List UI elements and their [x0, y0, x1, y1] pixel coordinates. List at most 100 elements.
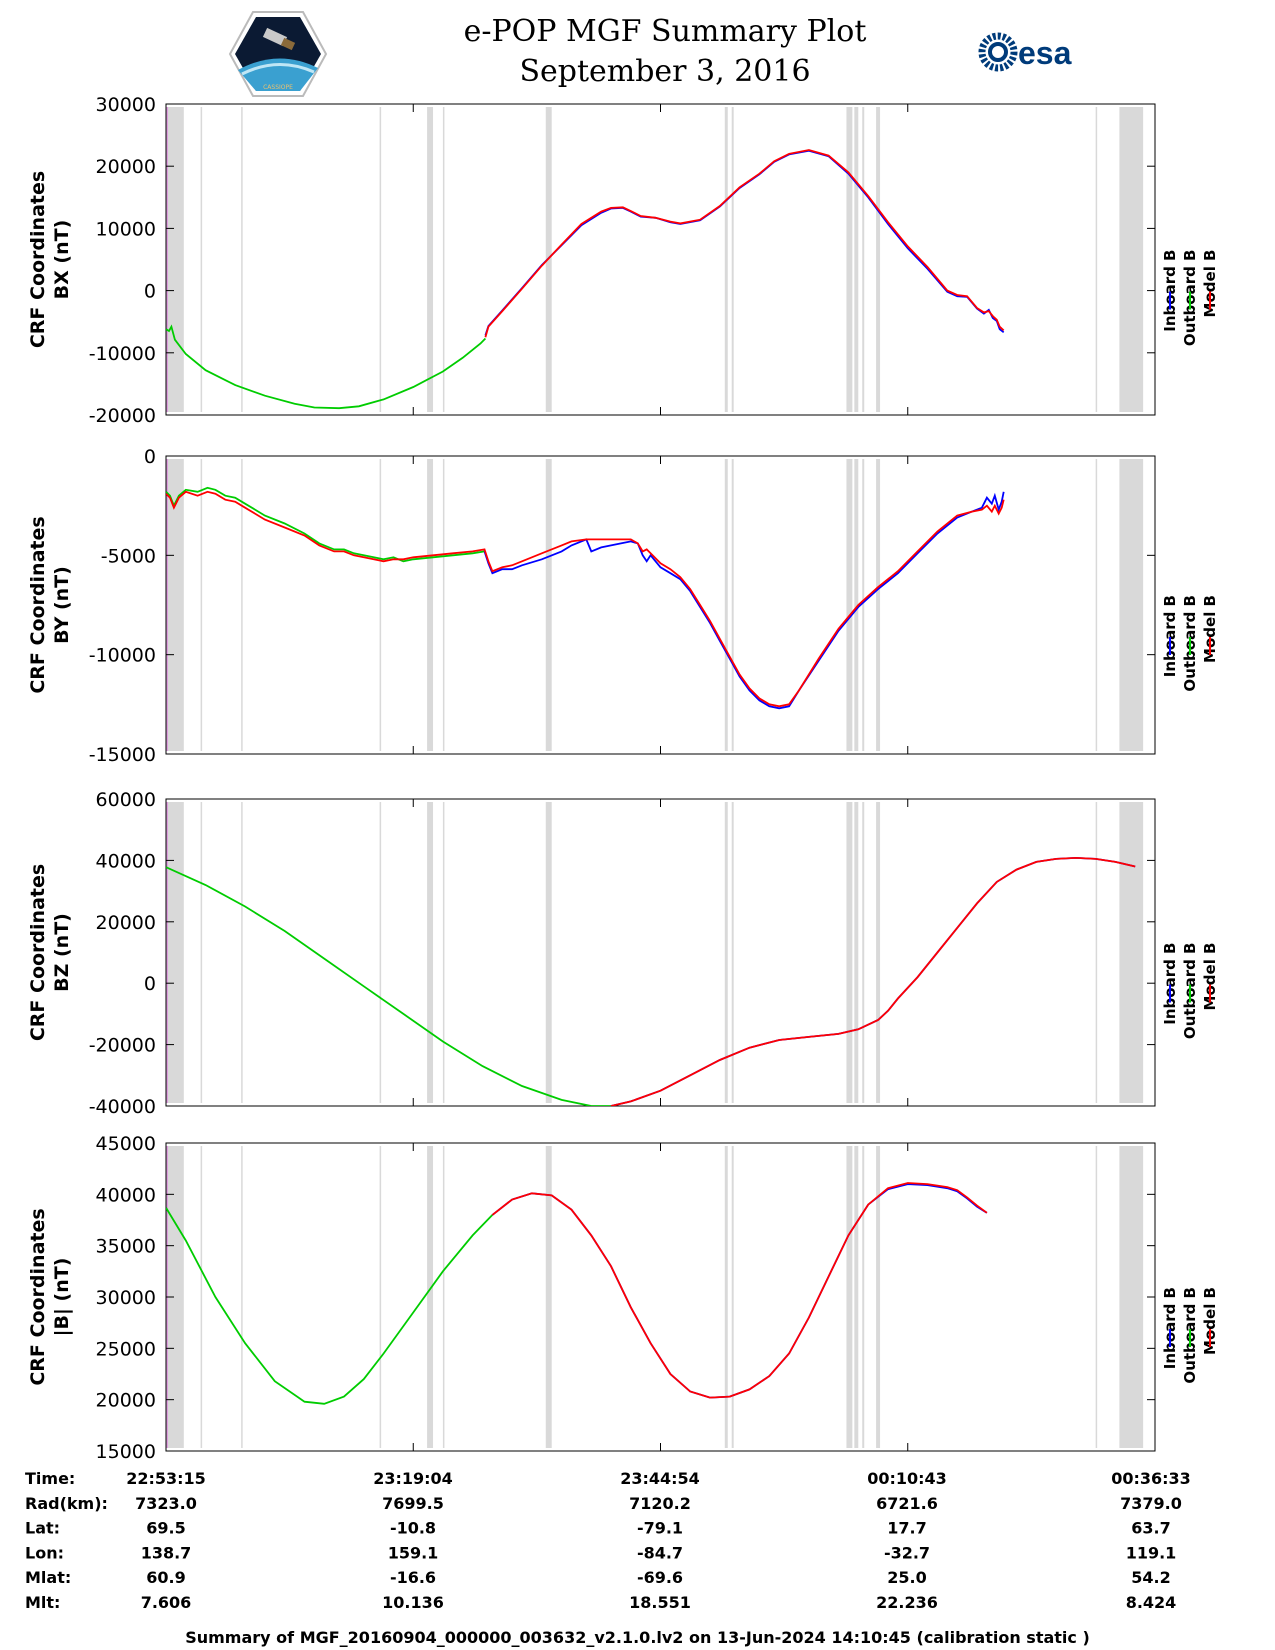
legend-label: Model B	[1201, 943, 1219, 1011]
data-gap-band	[1119, 802, 1144, 1103]
y-axis-label: CRF Coordinates	[27, 864, 49, 1041]
plot-title: e-POP MGF Summary Plot	[463, 14, 867, 49]
data-gap-band	[442, 802, 445, 1103]
ephemeris-value: 119.1	[1126, 1543, 1177, 1562]
data-gap-band	[1095, 802, 1098, 1103]
data-gap-band	[241, 459, 243, 751]
legend: Inboard B Outboard B Model B	[1161, 1287, 1219, 1384]
time-tick-label: 00:10:43	[867, 1469, 947, 1488]
series-outboard-b	[166, 1207, 494, 1405]
legend-label: Inboard B	[1161, 943, 1179, 1025]
data-gap-band	[200, 107, 203, 412]
x-axis-info-table: Time: Rad(km): Lat: Lon: Mlat: Mlt: 22:53:15 73…	[25, 1469, 1191, 1612]
ephemeris-value: 22.236	[876, 1593, 938, 1612]
y-axis-label: CRF Coordinates	[27, 171, 49, 348]
data-gap-band	[241, 107, 243, 412]
data-gap-band	[731, 1146, 734, 1448]
y-tick-label: 20000	[96, 156, 156, 178]
plot-frame	[165, 1142, 1156, 1452]
data-gap-band	[166, 107, 184, 412]
data-gap-band	[1095, 1146, 1098, 1448]
ephemeris-value: 69.5	[146, 1519, 185, 1538]
data-gap-band	[442, 107, 445, 412]
row-label: Mlat:	[25, 1568, 71, 1587]
series-inboard-b	[610, 856, 1136, 1106]
data-gap-band	[1095, 459, 1098, 751]
row-label: Mlt:	[25, 1593, 60, 1612]
row-label: Lon:	[25, 1543, 64, 1562]
ephemeris-value: 6721.6	[876, 1494, 938, 1513]
series-model-b	[491, 1182, 988, 1399]
ephemeris-value: -79.1	[637, 1519, 683, 1538]
y-tick-label: -20000	[89, 1035, 156, 1057]
data-gap-band	[545, 1146, 552, 1448]
data-gap-band	[379, 107, 382, 412]
y-tick-label: 35000	[96, 1236, 156, 1258]
data-gap-band	[862, 107, 865, 412]
legend-label: Inboard B	[1161, 595, 1179, 677]
data-gap-band	[724, 802, 728, 1103]
data-gap-band	[854, 802, 859, 1103]
data-gap-band	[545, 802, 552, 1103]
time-tick-label: 00:36:33	[1111, 1469, 1191, 1488]
data-gap-band	[379, 1146, 382, 1448]
time-tick-label: 23:44:54	[620, 1469, 700, 1488]
row-label: Rad(km):	[25, 1494, 108, 1513]
data-gap-band	[427, 1146, 434, 1448]
data-gap-band	[379, 459, 382, 751]
ephemeris-value: 8.424	[1126, 1593, 1177, 1612]
y-axis-label: BX (nT)	[51, 220, 73, 300]
plot-date: September 3, 2016	[519, 54, 811, 89]
data-gap-band	[724, 459, 728, 751]
data-gap-band	[846, 802, 853, 1103]
ephemeris-value: 159.1	[388, 1543, 439, 1562]
series-outboard-b	[166, 486, 485, 563]
y-tick-label: 40000	[96, 1184, 156, 1206]
panel-4: 15000 20000 25000 30000 35000 40000 45000 CRF C…	[27, 1133, 1219, 1463]
panel-3: -40000 -20000 0 20000 40000 60000 CRF Coordina…	[27, 789, 1219, 1118]
ephemeris-value: 60.9	[146, 1568, 185, 1587]
data-gap-band	[724, 107, 728, 412]
data-gap-band	[200, 1146, 203, 1448]
data-gap-band	[427, 802, 434, 1103]
ephemeris-value: 25.0	[887, 1568, 926, 1587]
y-tick-label: 30000	[96, 1287, 156, 1309]
y-axis-label: |B| (nT)	[51, 1258, 73, 1337]
data-gap-band	[241, 1146, 243, 1448]
data-gap-band	[862, 802, 865, 1103]
row-label: Time:	[25, 1469, 75, 1488]
data-gap-band	[862, 459, 865, 751]
data-gap-band	[200, 802, 203, 1103]
y-tick-label: 20000	[96, 912, 156, 934]
y-tick-label: 20000	[96, 1390, 156, 1412]
series-inboard-b	[483, 491, 1005, 710]
y-tick-label: 40000	[96, 850, 156, 872]
data-gap-band	[846, 1146, 853, 1448]
y-tick-label: -10000	[89, 343, 156, 365]
data-gap-band	[442, 459, 445, 751]
data-gap-band	[427, 107, 434, 412]
y-axis-label: CRF Coordinates	[27, 1208, 49, 1385]
data-gap-band	[545, 459, 552, 751]
ephemeris-value: 17.7	[887, 1519, 926, 1538]
y-axis-label: BY (nT)	[51, 566, 73, 644]
ephemeris-value: -69.6	[637, 1568, 683, 1587]
y-tick-label: 0	[144, 281, 156, 303]
ephemeris-value: 7120.2	[629, 1494, 691, 1513]
legend-label: Model B	[1201, 1287, 1219, 1355]
esa-logo-text: esa	[1018, 35, 1072, 71]
y-tick-label: -20000	[89, 405, 156, 427]
data-gap-band	[876, 459, 881, 751]
series-outboard-b	[166, 866, 611, 1106]
data-gap-band	[862, 1146, 865, 1448]
data-gap-band	[724, 1146, 728, 1448]
series-inboard-b	[491, 1183, 988, 1399]
data-gap-band	[166, 459, 184, 751]
data-gap-band	[846, 107, 853, 412]
ephemeris-value: 138.7	[141, 1543, 192, 1562]
data-gap-band	[876, 802, 881, 1103]
ephemeris-value: 7.606	[141, 1593, 192, 1612]
y-tick-label: 60000	[96, 789, 156, 811]
ephemeris-value: -84.7	[637, 1543, 683, 1562]
